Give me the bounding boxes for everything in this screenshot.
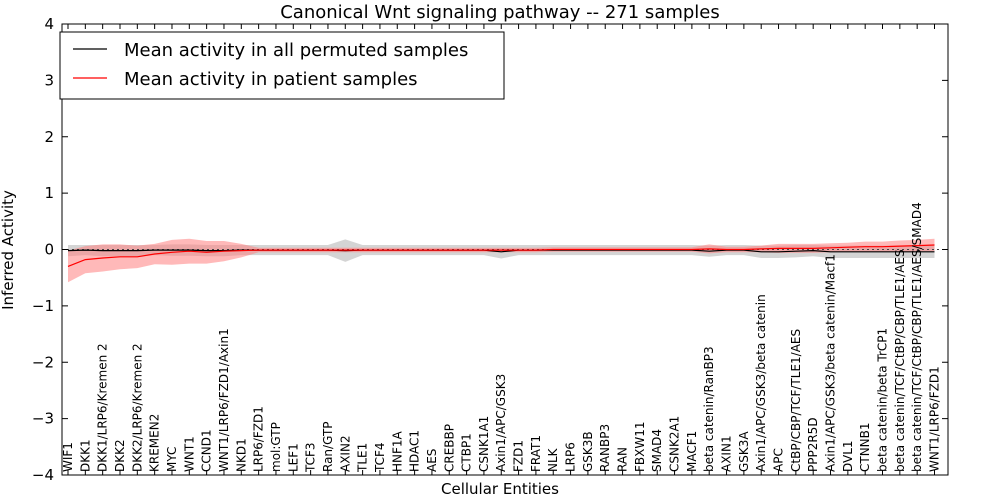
x-tick-label: CREBBP: [442, 424, 456, 472]
y-tick-label: 1: [44, 184, 54, 202]
x-tick-label: AXIN2: [338, 435, 352, 472]
x-tick-label: beta catenin/TCF/CtBP/CBP/TLE1/AES/SMAD4: [910, 202, 924, 472]
x-tick-label: CTNNB1: [858, 422, 872, 472]
x-tick-label: Axin1/APC/GSK3/beta catenin: [754, 294, 768, 472]
x-tick-label: NKD1: [234, 438, 248, 472]
x-tick-label: DKK2: [113, 439, 127, 472]
x-tick-label: AES: [425, 449, 439, 472]
legend: Mean activity in all permuted samples Me…: [59, 31, 505, 100]
x-tick-label: WNT1/LRP6/FZD1/Axin1: [217, 328, 231, 472]
x-tick-label: FZD1: [512, 440, 526, 472]
x-tick-label: RANBP3: [598, 424, 612, 472]
x-tick-label: CCND1: [200, 429, 214, 472]
chart-title: Canonical Wnt signaling pathway -- 271 s…: [280, 2, 720, 23]
x-tick-label: LRP6/FZD1: [252, 406, 266, 472]
x-tick-label: MACF1: [685, 431, 699, 472]
x-tick-label: GSK3B: [581, 431, 595, 472]
x-tick-label: NLK: [546, 447, 560, 472]
x-tick-label: Ran/GTP: [321, 421, 335, 472]
y-tick-label: 3: [44, 71, 54, 89]
x-tick-label: CtBP/CBP/TCF/TLE1/AES: [789, 329, 803, 472]
x-tick-label: RAN: [616, 447, 630, 472]
y-tick-label: −2: [32, 353, 54, 371]
legend-label-patient: Mean activity in patient samples: [124, 69, 418, 90]
y-tick-label: 2: [44, 128, 54, 146]
x-tick-label: HNF1A: [390, 430, 404, 472]
y-tick-label: −4: [32, 466, 54, 484]
x-tick-label: WNT1: [182, 436, 196, 472]
series-lines: [67, 244, 935, 267]
x-tick-label: WNT1/LRP6/FZD1: [928, 366, 942, 472]
x-axis-label: Cellular Entities: [441, 480, 559, 498]
x-tick-label: SMAD4: [650, 429, 664, 472]
y-tick-label: −1: [32, 297, 54, 315]
x-tick-label: mol:GTP: [269, 422, 283, 472]
x-tick-label: TLE1: [356, 443, 370, 473]
y-tick-label: −3: [32, 410, 54, 428]
x-tick-label: FBXW11: [633, 422, 647, 473]
x-tick-label: Axin1/APC/GSK3/beta catenin/Macf1: [824, 254, 838, 472]
x-tick-label: DVL1: [841, 440, 855, 472]
x-tick-label: CSNK1A1: [477, 416, 491, 472]
x-tick-label: GSK3A: [737, 431, 751, 472]
x-tick-label: DKK1: [78, 439, 92, 472]
x-tick-label: MYC: [165, 447, 179, 472]
x-tick-label: TCF3: [304, 442, 318, 473]
x-tick-label: beta catenin/TCF/CtBP/CBP/TLE1/AES: [893, 249, 907, 472]
x-tick-label: AXIN1: [720, 435, 734, 472]
legend-box: [59, 31, 505, 100]
x-tick-label: Axin1/APC/GSK3: [494, 374, 508, 472]
y-tick-label: 4: [44, 15, 54, 33]
x-tick-label: HDAC1: [408, 430, 422, 472]
x-tick-label: PPP2R5D: [806, 417, 820, 472]
x-tick-label: FRAT1: [529, 435, 543, 472]
x-tick-label: beta catenin/RanBP3: [702, 346, 716, 472]
x-tick-label: APC: [772, 448, 786, 472]
x-axis: WIF1 DKK1 DKK1/LRP6/Kremen 2 DKK2 DKK2/LRP6/…: [61, 24, 942, 475]
x-tick-label: LEF1: [286, 443, 300, 472]
line-series-0: [67, 249, 935, 253]
x-tick-label: KREMEN2: [148, 414, 162, 472]
x-tick-label: beta catenin/beta TrCP1: [876, 328, 890, 472]
y-tick-label: 0: [44, 241, 54, 259]
x-tick-label: LRP6: [564, 442, 578, 472]
x-tick-label: CSNK2A1: [668, 416, 682, 472]
x-tick-label: CTBP1: [460, 433, 474, 472]
y-axis: −4 −3 −2 −1 0 1 2 3 4: [32, 15, 948, 484]
y-axis-label: Inferred Activity: [0, 190, 17, 310]
x-tick-label: DKK1/LRP6/Kremen 2: [96, 343, 110, 472]
x-tick-label: DKK2/LRP6/Kremen 2: [130, 343, 144, 472]
line-series-1: [67, 244, 935, 267]
legend-label-permuted: Mean activity in all permuted samples: [124, 40, 468, 61]
x-tick-label: WIF1: [61, 442, 75, 472]
x-tick-label: TCF4: [373, 442, 387, 473]
